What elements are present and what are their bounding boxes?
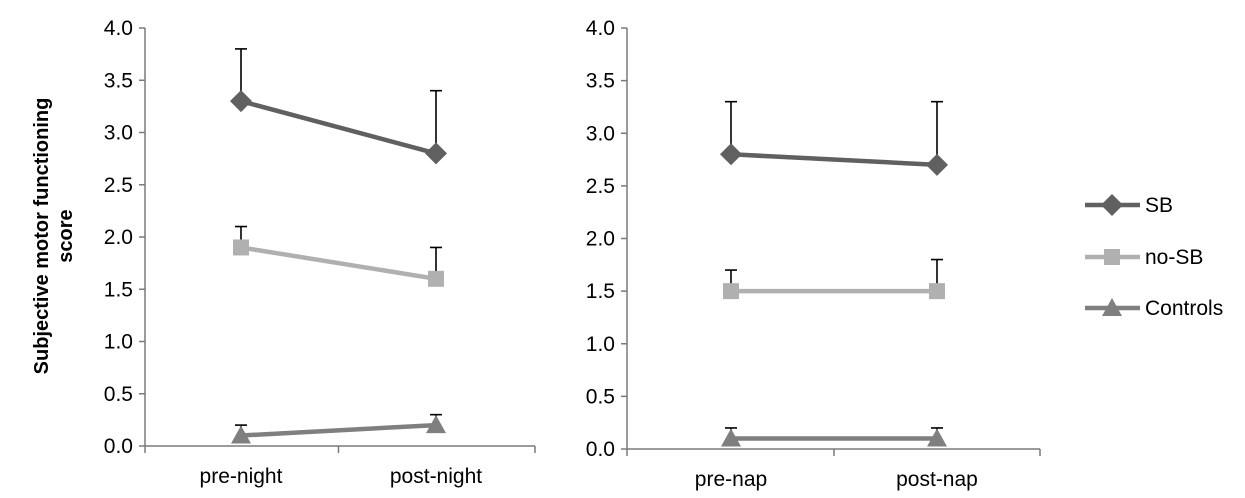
x-tick-label: pre-night: [200, 465, 283, 488]
data-point-sb: [230, 90, 252, 113]
y-tick-label: 4.0: [104, 17, 133, 40]
y-axis-label-line2: score: [55, 209, 77, 262]
data-point-controls: [927, 428, 947, 447]
y-axis-label: Subjective motor functioning score: [31, 98, 77, 375]
y-tick-label: 3.0: [586, 122, 615, 145]
legend: SB no-SB Controls: [1085, 194, 1223, 320]
series-line-controls: [240, 422, 437, 438]
y-tick-label: 3.5: [586, 70, 615, 93]
data-point-controls: [426, 415, 446, 434]
x-tick-label: pre-nap: [695, 468, 767, 491]
x-tick-label: post-night: [390, 465, 482, 488]
data-point-sb: [720, 143, 742, 166]
y-tick-label: 0.5: [586, 385, 615, 408]
chart-panel-night: 0.0 0.5 1.0 1.5 2.0 2.5 3.0 3.5 4.0 pre-night post…: [104, 17, 536, 488]
data-point-controls: [231, 425, 251, 444]
legend-label-no-sb: no-SB: [1145, 246, 1203, 269]
y-tick-label: 1.5: [104, 278, 133, 301]
data-point-no-sb: [428, 270, 444, 287]
legend-label-sb: SB: [1145, 194, 1173, 217]
y-tick-label: 1.5: [586, 280, 615, 303]
chart-panel-nap: 0.0 0.5 1.0 1.5 2.0 2.5 3.0 3.5 4.0 pre-nap post-n…: [586, 17, 1041, 491]
y-tick-label: 0.5: [104, 383, 133, 406]
data-point-no-sb: [233, 239, 249, 256]
y-tick-label: 2.0: [586, 228, 615, 251]
data-point-sb: [425, 142, 447, 165]
y-tick-label: 2.5: [104, 174, 133, 197]
data-point-no-sb: [929, 283, 945, 300]
y-tick-label: 4.0: [586, 17, 615, 40]
series-line-sb: [240, 98, 437, 156]
y-tick-label: 3.0: [104, 122, 133, 145]
y-tick-label: 1.0: [104, 331, 133, 354]
y-tick-label: 2.0: [104, 226, 133, 249]
y-axis-label-line1: Subjective motor functioning: [31, 98, 53, 375]
legend-label-controls: Controls: [1145, 297, 1223, 320]
legend-marker-sb: [1101, 194, 1123, 216]
series-line-sb: [730, 152, 938, 168]
y-tick-label: 1.0: [586, 333, 615, 356]
y-tick-label: 0.0: [586, 438, 615, 461]
data-point-sb: [926, 153, 948, 176]
y-tick-label: 0.0: [104, 435, 133, 458]
data-point-controls: [721, 428, 741, 447]
series-line-no-sb: [240, 245, 437, 282]
y-tick-label: 2.5: [586, 175, 615, 198]
legend-marker-no-sb: [1104, 249, 1120, 265]
y-tick-label: 3.5: [104, 69, 133, 92]
legend-marker-controls: [1102, 298, 1122, 316]
data-point-no-sb: [723, 283, 739, 300]
x-tick-label: post-nap: [896, 468, 978, 491]
